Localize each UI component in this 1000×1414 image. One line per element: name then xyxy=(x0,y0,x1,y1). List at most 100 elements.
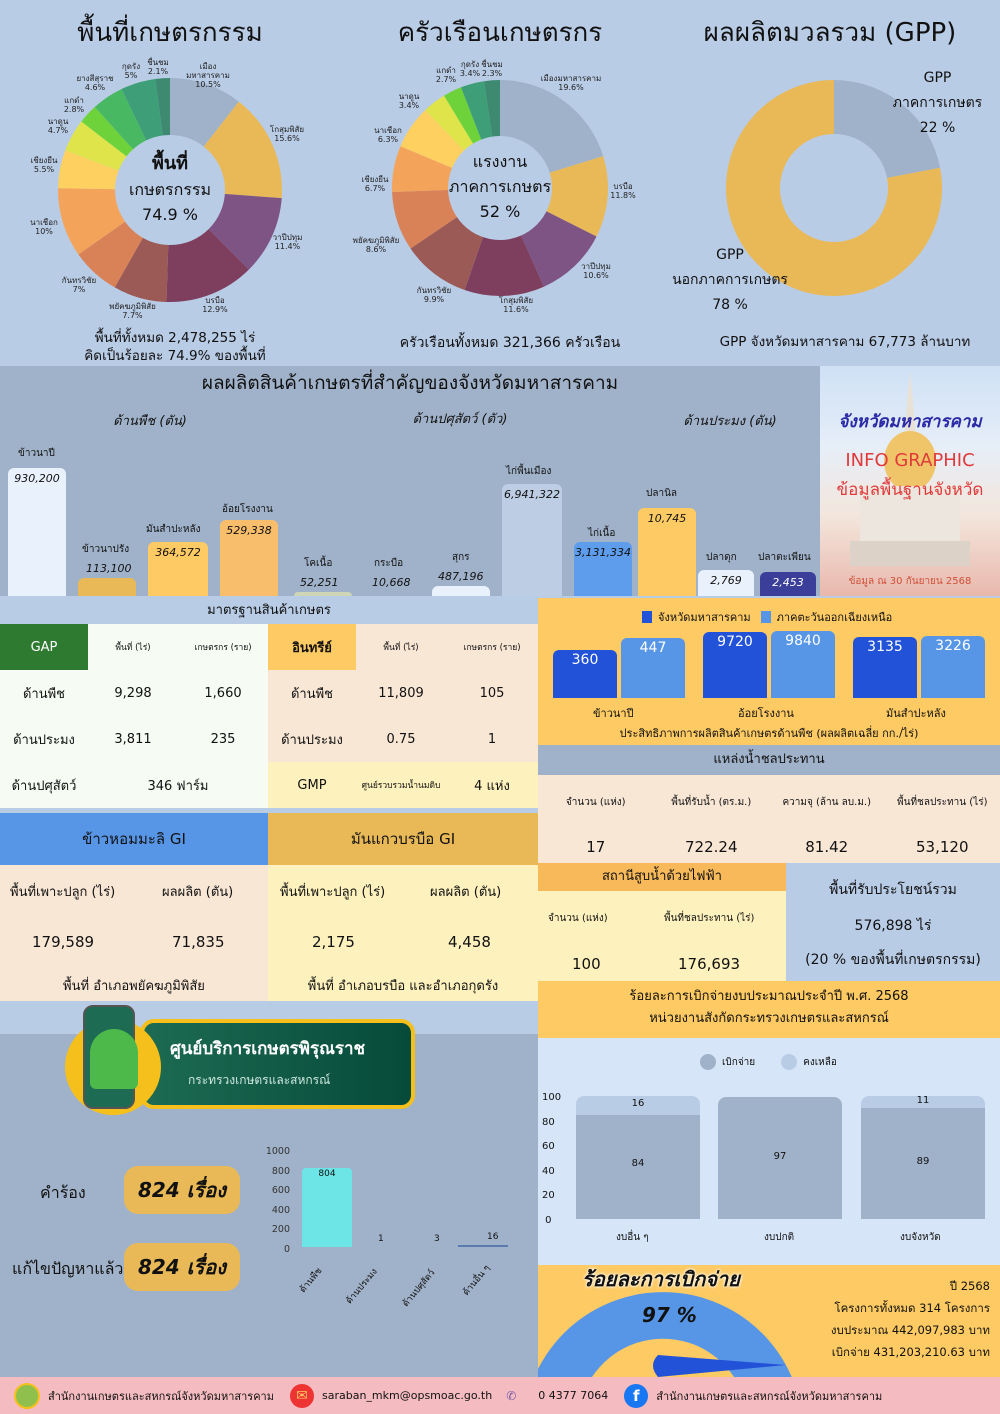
pump-panel: จำนวน (แห่ง) พื้นที่ชลประทาน (ไร่) 100 1… xyxy=(538,891,786,981)
irrigation-title: แหล่งน้ำชลประทาน xyxy=(538,745,1000,775)
households-donut-chart xyxy=(392,80,608,296)
hh-label-kudrang: กุดรัง 3.4% xyxy=(459,60,481,79)
hh-label-wapi: วาปีปทุม 10.6% xyxy=(581,262,611,281)
footer-facebook[interactable]: สำนักงานเกษตรและสหกรณ์จังหวัดมหาสารคาม xyxy=(656,1389,883,1403)
category-fishery: ด้านประมง (ตัน) xyxy=(683,414,777,429)
area-label-kantharawichai: กันทรวิชัย 7% xyxy=(61,276,97,295)
requests-value: 824 เรื่อง xyxy=(124,1166,240,1214)
bar-label-cassava: มันสำปะหลัง xyxy=(146,524,201,535)
area-label-borabue: บรบือ 12.9% xyxy=(202,296,228,315)
hh-label-nachueak: นาเชือก 6.3% xyxy=(374,126,402,145)
service-section: ศูนย์บริการเกษตรพิรุณราช กระทรวงเกษตรและ… xyxy=(0,1001,538,1377)
hh-label-nadun: นาดูน 3.4% xyxy=(398,92,420,111)
bar-label-native-chicken: ไก่พื้นเมือง xyxy=(506,466,552,477)
hh-label-kosum: โกสุมพิสัย 11.6% xyxy=(498,296,534,315)
area-label-nadun: นาดูน 4.7% xyxy=(47,117,69,136)
solved-value: 824 เรื่อง xyxy=(124,1243,240,1291)
bar-beef xyxy=(294,592,352,596)
ministry-logo-icon xyxy=(14,1382,40,1409)
eff-bar-cassava-mkm: 3135 xyxy=(853,637,917,698)
bar-label-broiler: ไก่เนื้อ xyxy=(588,528,616,539)
footer-bar: สำนักงานเกษตรและสหกรณ์จังหวัดมหาสารคาม ✉… xyxy=(0,1377,1000,1414)
banner-province: จังหวัดมหาสารคาม xyxy=(838,412,982,432)
title-area: พื้นที่เกษตรกรรม xyxy=(77,18,263,48)
standards-title: มาตรฐานสินค้าเกษตร xyxy=(0,598,538,624)
bar-tilapia: 10,745 xyxy=(638,508,696,596)
solved-label: แก้ไขปัญหาแล้ว xyxy=(12,1259,124,1278)
standards-table: GAP พื้นที่ (ไร่) เกษตรกร (ราย) อินทรีย์… xyxy=(0,624,538,808)
budget-bar-regular xyxy=(718,1097,842,1219)
gpp-agri-label: GPP ภาคการเกษตร 22 % xyxy=(892,70,983,137)
budget-bar-other xyxy=(576,1115,700,1219)
gi-rice-title: ข้าวหอมมะลิ GI xyxy=(0,813,268,865)
area-donut-chart xyxy=(57,78,282,302)
footer-email[interactable]: saraban_mkm@opsmoac.go.th xyxy=(322,1389,493,1402)
budget-y-axis: 100 80 60 40 20 0 xyxy=(542,1092,562,1226)
bar-pig xyxy=(432,586,490,596)
title-households: ครัวเรือนเกษตรกร xyxy=(397,18,603,48)
hh-label-kantharawichai: กันทรวิชัย 9.9% xyxy=(416,286,452,305)
banner-infographic: INFO GRAPHIC xyxy=(845,450,975,471)
phone-icon: ✆ xyxy=(506,1388,517,1403)
province-banner: จังหวัดมหาสารคาม INFO GRAPHIC ข้อมูลพื้น… xyxy=(820,366,1000,596)
bar-rice: 930,200 xyxy=(8,468,66,596)
category-livestock: ด้านปศุสัตว์ (ตัว) xyxy=(412,412,508,427)
request-y-axis: 1000 800 600 400 200 0 xyxy=(265,1146,290,1255)
hh-label-kaedam: แกดำ 2.7% xyxy=(435,66,457,85)
bar-label-catfish: ปลาดุก xyxy=(706,552,737,563)
stupa-illustration xyxy=(850,371,970,566)
efficiency-caption: ประสิทธิภาพการผลิตสินค้าเกษตรด้านพืช (ผล… xyxy=(619,727,919,740)
area-donut-center: พื้นที่ เกษตรกรรม 74.9 % xyxy=(128,153,212,224)
efficiency-chart: จังหวัดมหาสารคาม ภาคตะวันออกเฉียงเหนือ 3… xyxy=(538,598,1000,745)
bar-label-tilapia: ปลานิล xyxy=(646,488,678,499)
bar-label-beef: โคเนื้อ xyxy=(304,558,333,569)
benefit-panel: พื้นที่รับประโยชน์รวม 576,898 ไร่ (20 % … xyxy=(786,863,1000,981)
gpp-nonagri-label: GPP นอกภาคการเกษตร 78 % xyxy=(672,247,788,314)
gauge-value: 97 % xyxy=(642,1303,697,1327)
bar-cassava: 364,572 xyxy=(148,542,208,596)
budget-title: ร้อยละการเบิกจ่ายงบประมาณประจำปี พ.ศ. 25… xyxy=(538,981,1000,1038)
area-footer: พื้นที่ทั้งหมด 2,478,255 ไร่ คิดเป็นร้อย… xyxy=(84,330,266,364)
bar-label-barb: ปลาตะเพียน xyxy=(758,552,811,563)
area-label-muang: เมืองมหาสารคาม 10.5% xyxy=(186,62,230,90)
service-logo-box: ศูนย์บริการเกษตรพิรุณราช กระทรวงเกษตรและ… xyxy=(140,1019,415,1109)
request-bar-other xyxy=(458,1245,508,1247)
facebook-icon: f xyxy=(624,1383,649,1408)
bar-label-pig: สุกร xyxy=(452,552,470,563)
eff-bar-rice-ne: 447 xyxy=(621,638,685,698)
bar-offseason-rice xyxy=(78,578,136,596)
banner-date: ข้อมูล ณ 30 กันยายน 2568 xyxy=(848,576,972,587)
eff-bar-rice-mkm: 360 xyxy=(553,650,617,698)
eff-bar-sugar-mkm: 9720 xyxy=(703,632,767,698)
bar-native-chicken: 6,941,322 xyxy=(502,484,562,596)
hh-label-muang: เมืองมหาสารคาม 19.6% xyxy=(540,74,602,93)
gauge-details: ปี 2568 โครงการทั้งหมด 314 โครงการ งบประ… xyxy=(830,1279,990,1359)
gauge-title: ร้อยละการเบิกจ่าย xyxy=(582,1267,740,1291)
gauge-chart xyxy=(538,1292,792,1377)
bar-sugarcane: 529,338 xyxy=(220,520,278,596)
budget-legend: เบิกจ่าย คงเหลือ xyxy=(700,1054,837,1070)
eff-bar-cassava-ne: 3226 xyxy=(921,636,985,698)
production-section: ผลผลิตสินค้าเกษตรที่สำคัญของจังหวัดมหาสา… xyxy=(0,366,820,596)
eff-bar-sugar-ne: 9840 xyxy=(771,631,835,698)
service-ministry: กระทรวงเกษตรและสหกรณ์ xyxy=(188,1073,331,1087)
irrigation-table: จำนวน (แห่ง) พื้นที่รับน้ำ (ตร.ม.) ความจ… xyxy=(538,775,1000,863)
footer-office: สำนักงานเกษตรและสหกรณ์จังหวัดมหาสารคาม xyxy=(48,1389,274,1403)
gi-cassava-panel: พื้นที่เพาะปลูก (ไร่) ผลผลิต (ตัน) 2,175… xyxy=(268,865,538,1001)
gauge-panel: ร้อยละการเบิกจ่าย 97 % ปี 2568 โครงการทั… xyxy=(538,1265,1000,1377)
banner-subtitle: ข้อมูลพื้นฐานจังหวัด xyxy=(836,480,984,500)
area-label-kosum: โกสุมพิสัย 15.6% xyxy=(269,125,305,144)
area-label-kudrang: กุดรัง 5% xyxy=(121,62,141,81)
service-name: ศูนย์บริการเกษตรพิรุณราช xyxy=(170,1039,366,1059)
households-footer: ครัวเรือนทั้งหมด 321,366 ครัวเรือน xyxy=(399,335,621,351)
area-label-kaedam: แกดำ 2.8% xyxy=(63,96,85,115)
requests-label: คำร้อง xyxy=(40,1183,86,1202)
area-label-yangsisurat: ยางสีสุราช 4.6% xyxy=(76,74,114,93)
email-icon: ✉ xyxy=(290,1383,314,1408)
footer-phone[interactable]: 0 4377 7064 xyxy=(538,1389,609,1402)
area-label-chuenchom: ชื่นชม 2.1% xyxy=(147,58,169,77)
production-title: ผลผลิตสินค้าเกษตรที่สำคัญของจังหวัดมหาสา… xyxy=(201,372,619,394)
bar-label-rice: ข้าวนาปี xyxy=(18,448,55,459)
area-label-phayakkhaphum: พยัคฆภูมิพิสัย 7.7% xyxy=(109,302,156,321)
hh-label-borabue: บรบือ 11.8% xyxy=(610,182,636,201)
